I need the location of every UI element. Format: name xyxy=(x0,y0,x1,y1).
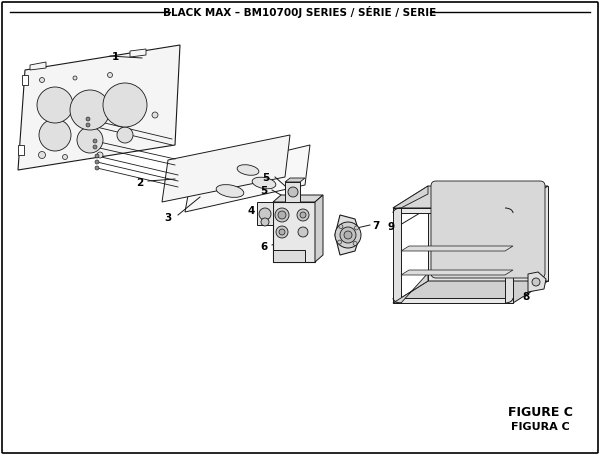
Polygon shape xyxy=(18,45,180,170)
Text: 7: 7 xyxy=(372,221,379,231)
Text: 6: 6 xyxy=(260,242,267,252)
Text: 8: 8 xyxy=(522,292,529,302)
Polygon shape xyxy=(162,135,290,202)
Polygon shape xyxy=(130,49,146,57)
Circle shape xyxy=(40,77,44,82)
Circle shape xyxy=(279,229,285,235)
Polygon shape xyxy=(30,62,46,70)
Circle shape xyxy=(117,127,133,143)
Circle shape xyxy=(70,90,110,130)
Circle shape xyxy=(353,242,357,245)
Polygon shape xyxy=(18,145,24,155)
Circle shape xyxy=(340,227,356,243)
FancyBboxPatch shape xyxy=(431,181,545,278)
Circle shape xyxy=(297,209,309,221)
Polygon shape xyxy=(185,145,310,212)
Circle shape xyxy=(339,225,343,228)
Polygon shape xyxy=(528,272,546,292)
Polygon shape xyxy=(22,75,28,85)
Polygon shape xyxy=(285,178,305,182)
Circle shape xyxy=(261,218,269,226)
Circle shape xyxy=(288,187,298,197)
Text: BLACK MAX – BM10700J SERIES / SÉRIE / SERIE: BLACK MAX – BM10700J SERIES / SÉRIE / SE… xyxy=(163,6,437,18)
Ellipse shape xyxy=(252,177,276,189)
Circle shape xyxy=(298,227,308,237)
Polygon shape xyxy=(273,202,315,262)
Polygon shape xyxy=(393,186,428,208)
Circle shape xyxy=(275,208,289,222)
Circle shape xyxy=(93,139,97,143)
Circle shape xyxy=(355,226,358,230)
Circle shape xyxy=(532,278,540,286)
Ellipse shape xyxy=(216,185,244,197)
Polygon shape xyxy=(393,281,548,303)
Polygon shape xyxy=(428,186,548,281)
Circle shape xyxy=(103,83,147,127)
Circle shape xyxy=(335,222,361,248)
Circle shape xyxy=(152,112,158,118)
Circle shape xyxy=(86,123,90,127)
Text: 1: 1 xyxy=(112,52,119,62)
Circle shape xyxy=(95,154,99,158)
Circle shape xyxy=(62,155,67,160)
Text: FIGURE C: FIGURE C xyxy=(508,406,572,420)
Polygon shape xyxy=(273,250,305,262)
Polygon shape xyxy=(285,182,300,202)
Circle shape xyxy=(338,240,341,244)
Circle shape xyxy=(276,226,288,238)
Text: 4: 4 xyxy=(248,206,256,216)
Polygon shape xyxy=(393,208,513,213)
Polygon shape xyxy=(393,208,401,303)
Text: 5: 5 xyxy=(262,173,269,183)
Polygon shape xyxy=(335,215,360,255)
Polygon shape xyxy=(315,195,323,262)
Polygon shape xyxy=(401,246,513,251)
Polygon shape xyxy=(257,202,273,225)
Text: 5: 5 xyxy=(260,186,267,196)
Circle shape xyxy=(97,152,103,158)
Polygon shape xyxy=(393,186,548,208)
Polygon shape xyxy=(393,273,428,303)
Circle shape xyxy=(107,72,113,77)
Polygon shape xyxy=(505,208,513,303)
Circle shape xyxy=(39,119,71,151)
Text: 3: 3 xyxy=(164,213,171,223)
Circle shape xyxy=(73,76,77,80)
Circle shape xyxy=(300,212,306,218)
Circle shape xyxy=(77,127,103,153)
Circle shape xyxy=(344,231,352,239)
Text: 9: 9 xyxy=(388,222,395,232)
Circle shape xyxy=(86,117,90,121)
Circle shape xyxy=(95,160,99,164)
Circle shape xyxy=(259,208,271,220)
Circle shape xyxy=(95,166,99,170)
Circle shape xyxy=(278,211,286,219)
Circle shape xyxy=(37,87,73,123)
Polygon shape xyxy=(393,298,513,303)
Circle shape xyxy=(93,145,97,149)
Text: 2: 2 xyxy=(136,178,143,188)
Polygon shape xyxy=(273,195,323,202)
Ellipse shape xyxy=(237,165,259,175)
Text: FIGURA C: FIGURA C xyxy=(511,422,569,432)
Polygon shape xyxy=(401,270,513,275)
Circle shape xyxy=(38,152,46,158)
